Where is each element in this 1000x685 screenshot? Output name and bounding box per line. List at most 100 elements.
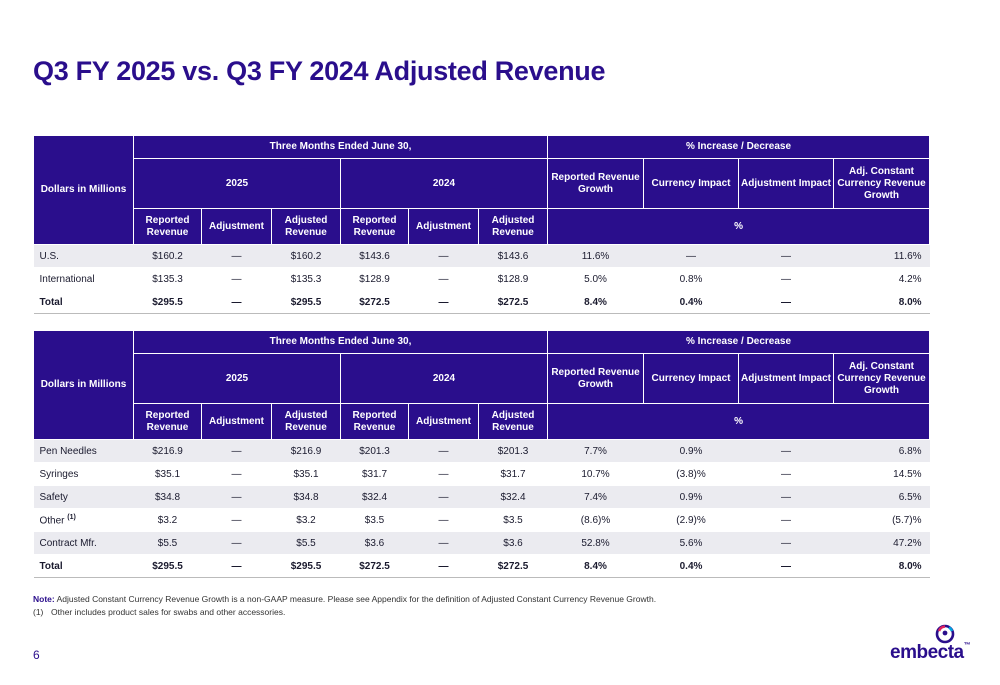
reported-growth-header: Reported Revenue Growth: [547, 353, 645, 404]
table-cell: 52.8%: [547, 531, 644, 555]
table-cell: —: [738, 531, 834, 555]
reported-revenue-header: Reported Revenue: [133, 403, 202, 440]
table-cell: —: [201, 508, 272, 532]
table-cell: 8.0%: [833, 554, 930, 578]
table-cell: $272.5: [478, 290, 548, 314]
table-cell: —: [201, 439, 272, 463]
table-cell: $3.2: [133, 508, 202, 532]
table-cell: —: [201, 462, 272, 486]
reported-growth-header: Reported Revenue Growth: [547, 158, 645, 209]
table-cell: 0.9%: [643, 485, 739, 509]
adjusted-revenue-header: Adjusted Revenue: [271, 208, 341, 245]
table-cell: $3.6: [340, 531, 409, 555]
table-cell: 0.4%: [643, 554, 739, 578]
table-cell: —: [408, 531, 479, 555]
table-cell: $3.5: [340, 508, 409, 532]
table-row: Safety $34.8— $34.8 $32.4— $32.4 7.4% 0.9% —6.5…: [33, 485, 930, 509]
table-row: U.S. $160.2— $160.2 $143.6— $143.6 11.6% — —11.…: [33, 244, 930, 268]
table-cell: $32.4: [478, 485, 548, 509]
table-cell: —: [643, 244, 739, 268]
year-2024-header: 2024: [339, 158, 549, 209]
table-cell: $35.1: [271, 462, 341, 486]
page-title: Q3 FY 2025 vs. Q3 FY 2024 Adjusted Reven…: [33, 56, 606, 86]
table-cell: $3.6: [478, 531, 548, 555]
table-cell: $31.7: [478, 462, 548, 486]
table-cell: $34.8: [271, 485, 341, 509]
row-label: Contract Mfr.: [33, 531, 134, 555]
adjustment-header: Adjustment: [408, 208, 479, 245]
row-label: U.S.: [33, 244, 134, 268]
table-cell: $201.3: [340, 439, 409, 463]
pct-header: % Increase / Decrease: [547, 330, 931, 354]
table-cell: $5.5: [271, 531, 341, 555]
table-cell: $295.5: [133, 290, 202, 314]
row-label: International: [33, 267, 134, 291]
table-cell: 11.6%: [833, 244, 930, 268]
table-cell: —: [408, 508, 479, 532]
table-cell: 8.4%: [547, 554, 644, 578]
table-cell: 7.4%: [547, 485, 644, 509]
reported-revenue-header: Reported Revenue: [340, 403, 409, 440]
adjustment-header: Adjustment: [201, 403, 272, 440]
row-label: Pen Needles: [33, 439, 134, 463]
table-cell: (2.9)%: [643, 508, 739, 532]
table-cell: —: [201, 290, 272, 314]
table-cell: $32.4: [340, 485, 409, 509]
table-cell: $135.3: [271, 267, 341, 291]
table-cell: $216.9: [271, 439, 341, 463]
table-cell: 8.4%: [547, 290, 644, 314]
embecta-logo: embecta™: [890, 622, 975, 664]
table-cell: $35.1: [133, 462, 202, 486]
table-cell: $216.9: [133, 439, 202, 463]
table-body: Pen Needles $216.9— $216.9 $201.3— $201.3 7.7…: [33, 439, 930, 578]
corner-header: Dollars in Millions: [33, 330, 134, 440]
table-cell: $160.2: [133, 244, 202, 268]
table-cell: $143.6: [340, 244, 409, 268]
embecta-wordmark: embecta™: [890, 642, 971, 664]
table-cell: 6.5%: [833, 485, 930, 509]
currency-impact-header: Currency Impact: [643, 158, 740, 209]
table-cell: —: [738, 244, 834, 268]
note-body: Adjusted Constant Currency Revenue Growt…: [54, 594, 657, 604]
table-cell: —: [738, 508, 834, 532]
adjustment-impact-header: Adjustment Impact: [738, 353, 835, 404]
table-cell: 47.2%: [833, 531, 930, 555]
table-cell: $3.5: [478, 508, 548, 532]
note-label: Note:: [33, 594, 55, 604]
table-row: Pen Needles $216.9— $216.9 $201.3— $201.3 7.7…: [33, 439, 930, 463]
table-cell: —: [201, 554, 272, 578]
row-label: Total: [33, 554, 134, 578]
table-cell: $160.2: [271, 244, 341, 268]
table-cell: 8.0%: [833, 290, 930, 314]
table-cell: $295.5: [271, 554, 341, 578]
percent-header: %: [547, 403, 931, 440]
table-cell: —: [408, 244, 479, 268]
table-cell: $34.8: [133, 485, 202, 509]
table-cell: $272.5: [340, 554, 409, 578]
footnote-number: (1): [33, 607, 44, 617]
adjustment-impact-header: Adjustment Impact: [738, 158, 835, 209]
table-cell: $5.5: [133, 531, 202, 555]
table-cell: $31.7: [340, 462, 409, 486]
table-row: International $135.3— $135.3 $128.9— $128.9 5…: [33, 267, 930, 291]
total-row: Total $295.5— $295.5 $272.5— $272.5 8.4% 0.4% —…: [33, 290, 930, 314]
table-cell: 6.8%: [833, 439, 930, 463]
table-cell: 0.8%: [643, 267, 739, 291]
adjustment-header: Adjustment: [408, 403, 479, 440]
year-2025-header: 2025: [133, 158, 341, 209]
year-2024-header: 2024: [339, 353, 549, 404]
adj-constant-header: Adj. Constant Currency Revenue Growth: [833, 158, 931, 209]
table-cell: $143.6: [478, 244, 548, 268]
row-label: Other (1): [33, 508, 134, 532]
table-cell: —: [201, 267, 272, 291]
adjustment-header: Adjustment: [201, 208, 272, 245]
table-cell: 7.7%: [547, 439, 644, 463]
table-cell: $201.3: [478, 439, 548, 463]
revenue-by-region-table: Dollars in Millions Three Months Ended J…: [33, 135, 931, 314]
table-cell: (5.7)%: [833, 508, 930, 532]
table-cell: —: [738, 554, 834, 578]
footnote: (1) Other includes product sales for swab…: [33, 607, 285, 617]
table-cell: $128.9: [340, 267, 409, 291]
table-cell: —: [738, 439, 834, 463]
table-body: U.S. $160.2— $160.2 $143.6— $143.6 11.6% — —11.…: [33, 244, 930, 314]
